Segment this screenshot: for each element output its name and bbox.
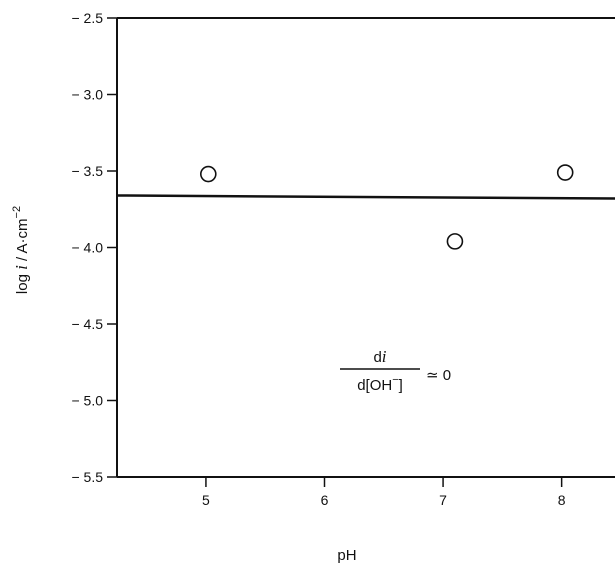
y-tick-label: − 3.0 xyxy=(71,87,103,103)
y-ticks: − 2.5 − 3.0 − 3.5 − 4.0 − 4.5 − 5.0 − 5.5 xyxy=(71,10,117,485)
annotation-denominator-main: d[OH xyxy=(357,377,392,394)
annotation-denominator-sup: − xyxy=(392,374,398,386)
annotation-relation: ≃ 0 xyxy=(426,367,451,384)
x-tick-label: 8 xyxy=(558,492,566,508)
x-tick-label: 7 xyxy=(439,492,447,508)
x-ticks: 5 6 7 8 xyxy=(202,477,566,508)
y-tick-label: − 2.5 xyxy=(71,10,103,26)
y-tick-label: − 5.0 xyxy=(71,393,103,409)
annotation-numerator-d: d xyxy=(373,349,381,366)
annotation-numerator: di xyxy=(373,347,386,366)
data-points xyxy=(200,164,574,250)
y-tick-label: − 3.5 xyxy=(71,163,103,179)
y-tick-label: − 4.0 xyxy=(71,240,103,256)
x-tick-label: 5 xyxy=(202,492,210,508)
y-axis-title-prefix: log xyxy=(14,270,31,294)
fit-line xyxy=(116,194,615,200)
annotation-numerator-var: i xyxy=(382,347,387,366)
data-point xyxy=(556,164,574,181)
data-point xyxy=(446,233,464,250)
x-tick-label: 6 xyxy=(321,492,329,508)
y-axis-title-var: i xyxy=(12,265,31,270)
data-point xyxy=(200,165,217,183)
y-tick-label: − 4.5 xyxy=(71,316,103,332)
y-axis-title-sup: −2 xyxy=(11,206,23,219)
annotation-denominator-end: ] xyxy=(399,377,403,394)
x-axis-title: pH xyxy=(337,547,356,564)
y-tick-label: − 5.5 xyxy=(71,469,103,485)
y-axis-title: log i / A·cm−2 xyxy=(11,206,31,294)
annotation: di d[OH−] ≃ 0 xyxy=(340,347,451,394)
annotation-denominator: d[OH−] xyxy=(357,374,403,394)
y-axis-title-mid: / A·cm xyxy=(14,218,31,265)
